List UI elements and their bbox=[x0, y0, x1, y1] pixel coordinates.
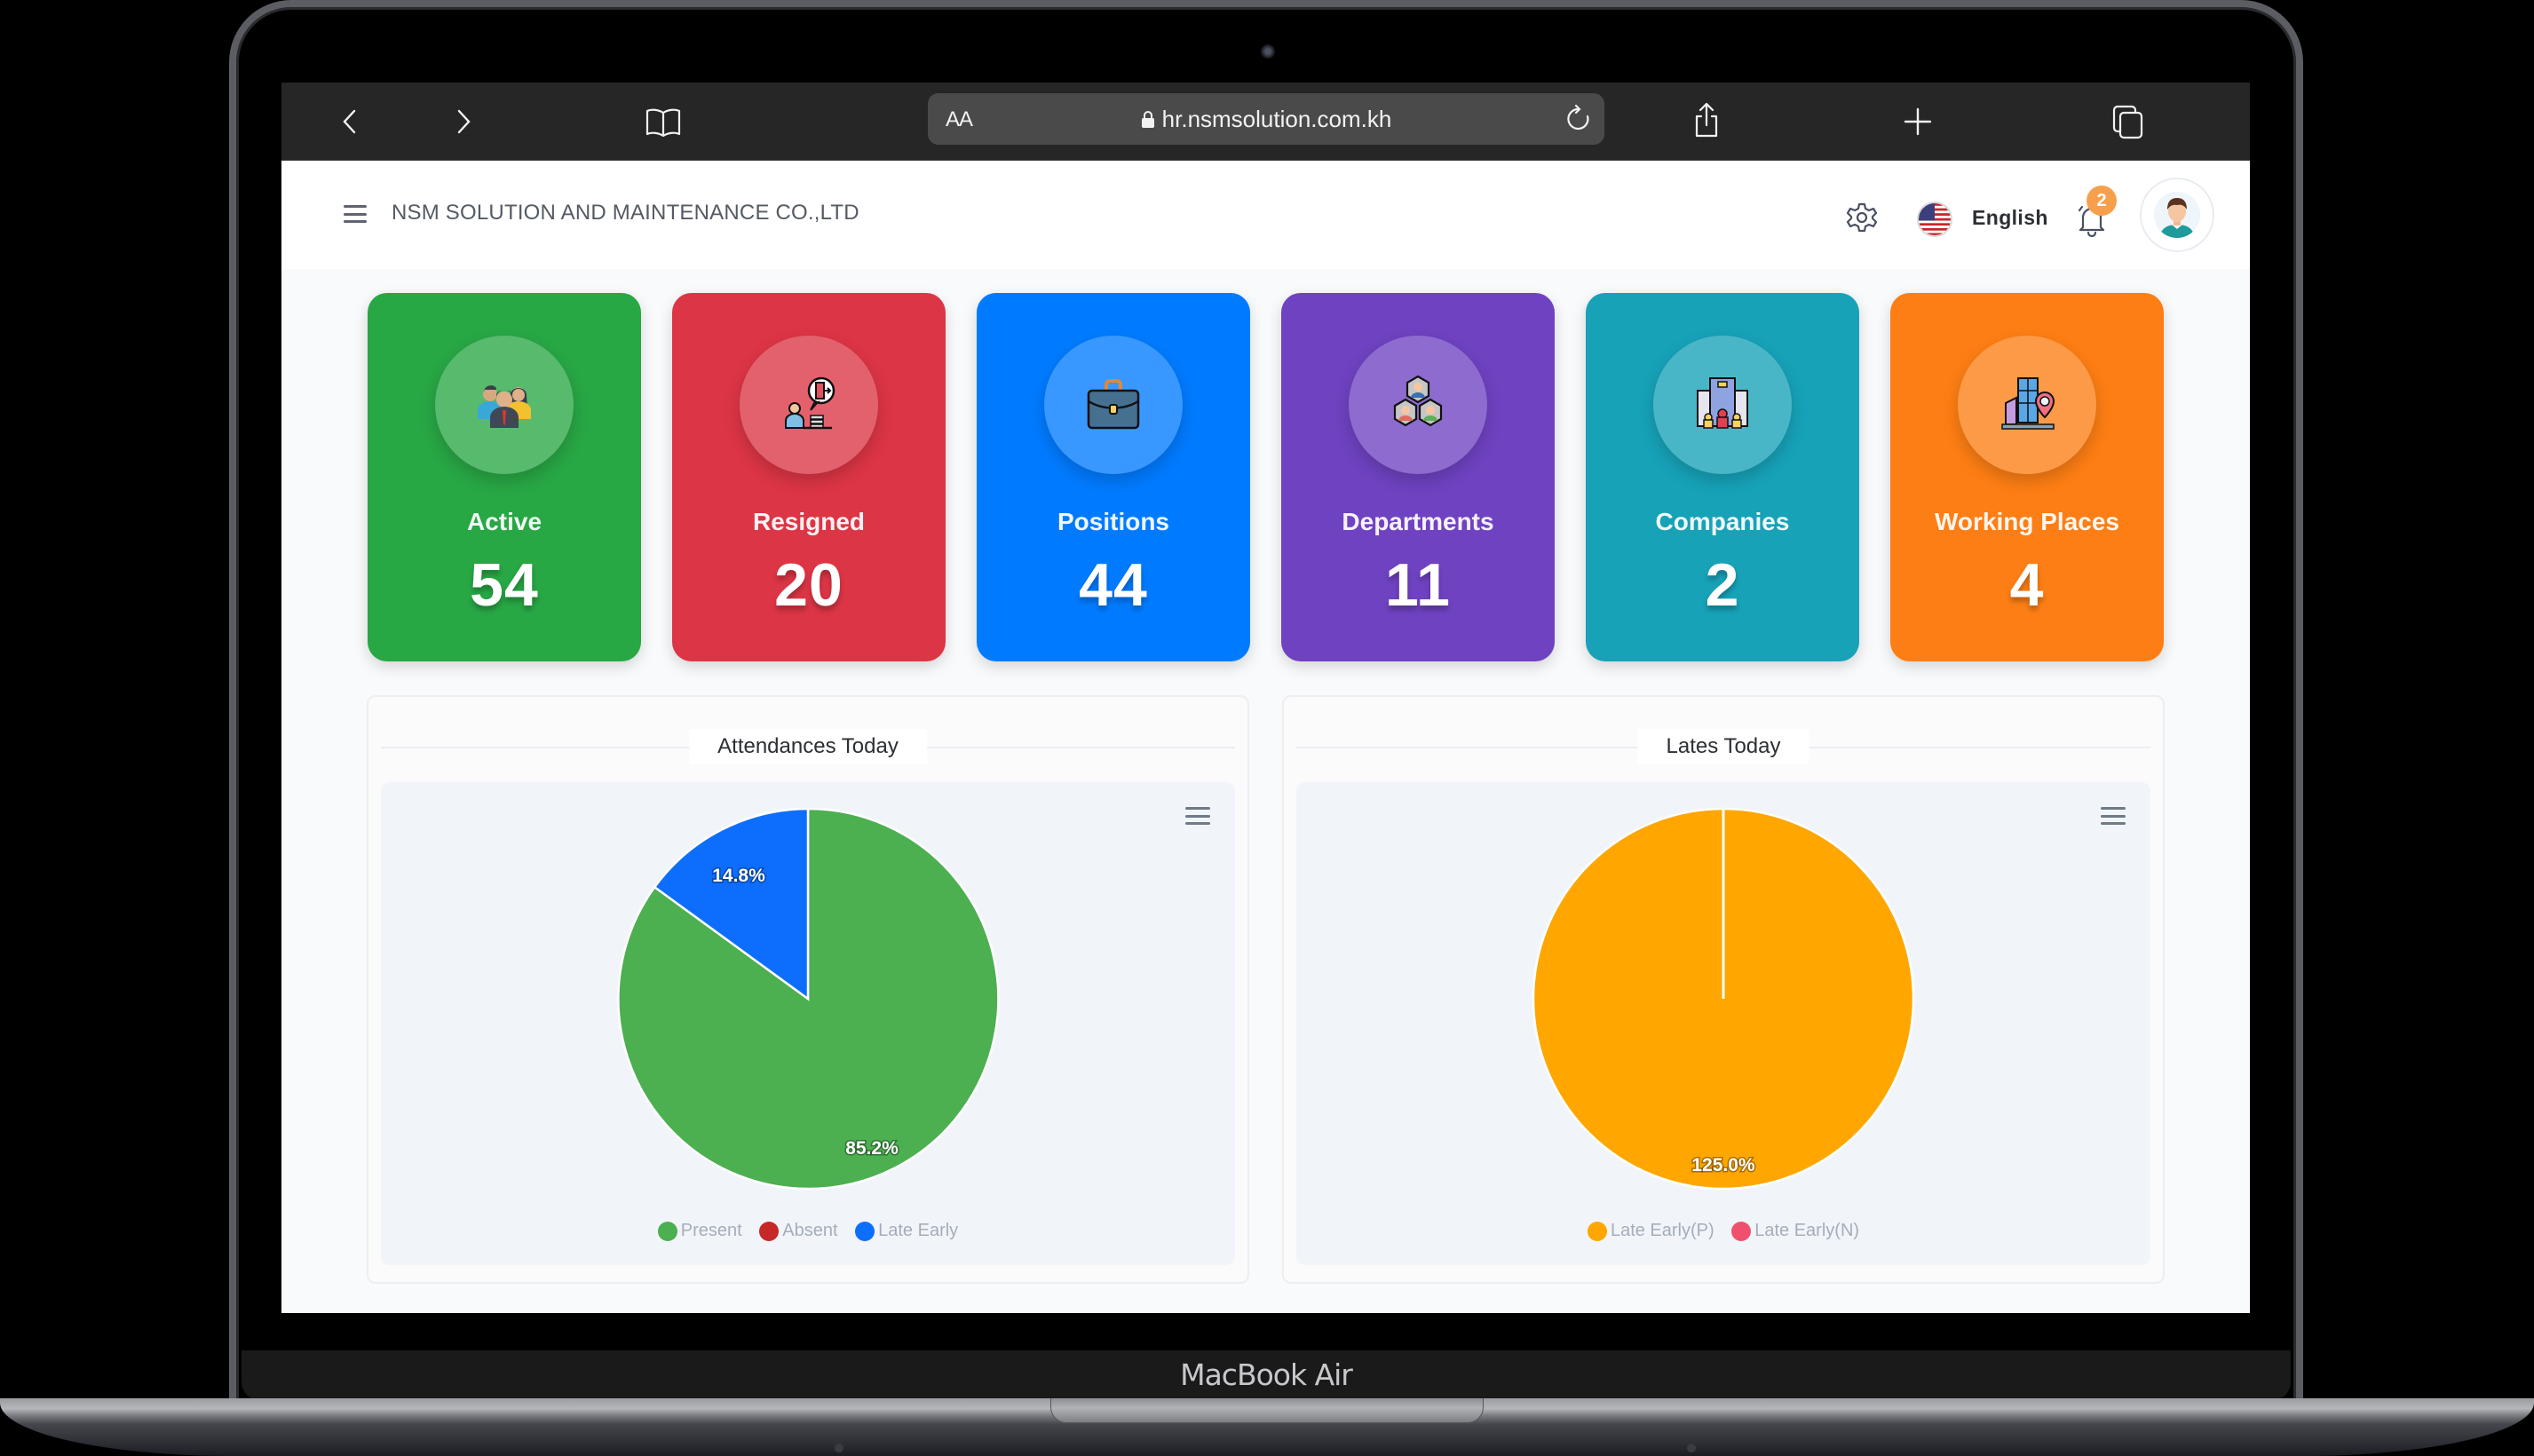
language-selector[interactable]: English bbox=[1972, 206, 2048, 229]
reader-options-button[interactable]: AA bbox=[946, 107, 973, 131]
pie-slice-late-early[interactable] bbox=[653, 807, 810, 1001]
pie-label-present: 85.2% bbox=[845, 1138, 899, 1159]
laptop-foot bbox=[1687, 1444, 1696, 1452]
stat-value: 4 bbox=[2009, 551, 2045, 619]
location-building-icon bbox=[2001, 377, 2055, 430]
stat-label: Departments bbox=[1342, 508, 1494, 535]
tabs-icon[interactable] bbox=[2110, 104, 2146, 139]
stat-card-companies[interactable]: Companies 2 bbox=[1586, 293, 1859, 661]
stat-card-departments[interactable]: Departments 11 bbox=[1281, 293, 1555, 661]
laptop-chin: MacBook Air bbox=[242, 1350, 2291, 1400]
laptop-hinge-notch bbox=[1050, 1398, 1484, 1423]
stat-label: Active bbox=[466, 508, 542, 535]
lates-pie: 125.0% bbox=[1532, 807, 1915, 1191]
lock-icon bbox=[1141, 111, 1154, 128]
legend-dot bbox=[855, 1221, 875, 1241]
menu-icon[interactable] bbox=[344, 205, 367, 223]
legend-item-absent[interactable]: Absent bbox=[759, 1221, 838, 1241]
legend-label: Absent bbox=[782, 1221, 838, 1240]
stat-label: Resigned bbox=[752, 508, 866, 535]
screen: AA hr.nsmsolution.com.kh NSM SOLUTION bbox=[281, 83, 2250, 1313]
legend-label: Late Early bbox=[878, 1221, 959, 1240]
legend-item-late-early-p[interactable]: Late Early(P) bbox=[1587, 1221, 1714, 1241]
camera-icon bbox=[1261, 44, 1275, 59]
user-avatar-icon bbox=[2154, 192, 2200, 238]
department-icon bbox=[1393, 375, 1443, 427]
stat-icon-circle bbox=[1653, 336, 1792, 474]
lates-chart-card: Lates Today 125.0% Late Early(P) Late Ea… bbox=[1282, 695, 2165, 1284]
reload-icon[interactable] bbox=[1564, 104, 1594, 134]
chart-menu-icon[interactable] bbox=[1185, 807, 1210, 825]
attendance-pie-chart: 85.2% 14.8% Present Absent Late Early bbox=[381, 782, 1235, 1265]
stat-icon-circle bbox=[1044, 336, 1183, 474]
stat-value: 11 bbox=[1385, 551, 1451, 619]
back-icon[interactable] bbox=[335, 106, 367, 138]
gear-icon[interactable] bbox=[1846, 202, 1878, 233]
legend-label: Late Early(N) bbox=[1754, 1221, 1860, 1240]
avatar[interactable] bbox=[2140, 178, 2214, 252]
legend-item-late-early-n[interactable]: Late Early(N) bbox=[1731, 1221, 1859, 1241]
dashboard-content: Active 54 bbox=[281, 269, 2250, 1313]
app-header: NSM SOLUTION AND MAINTENANCE CO.,LTD Eng… bbox=[281, 161, 2250, 269]
chart-title: Attendances Today bbox=[689, 729, 927, 764]
stat-card-working-places[interactable]: Working Places 4 bbox=[1890, 293, 2164, 661]
share-icon[interactable] bbox=[1689, 100, 1724, 139]
us-flag-icon[interactable] bbox=[1917, 202, 1952, 237]
chart-title: Lates Today bbox=[1637, 729, 1809, 764]
forward-icon[interactable] bbox=[447, 106, 479, 138]
company-icon bbox=[1697, 377, 1748, 429]
url-display: hr.nsmsolution.com.kh bbox=[928, 106, 1604, 133]
stat-card-positions[interactable]: Positions 44 bbox=[977, 293, 1250, 661]
stat-value: 2 bbox=[1705, 551, 1740, 619]
stat-label: Companies bbox=[1655, 508, 1790, 535]
stat-icon-circle bbox=[1349, 336, 1487, 474]
stat-card-active[interactable]: Active 54 bbox=[368, 293, 641, 661]
stat-card-resigned[interactable]: Resigned 20 bbox=[672, 293, 946, 661]
stat-icon-circle bbox=[740, 336, 878, 474]
resign-icon bbox=[785, 376, 835, 430]
legend-dot bbox=[1587, 1221, 1607, 1241]
stat-value: 54 bbox=[470, 551, 539, 619]
laptop-foot bbox=[835, 1444, 843, 1452]
bookmarks-icon[interactable] bbox=[644, 106, 683, 138]
stat-icon-circle bbox=[435, 336, 574, 474]
stat-value: 44 bbox=[1079, 551, 1148, 619]
legend-dot bbox=[657, 1221, 677, 1241]
legend-dot bbox=[759, 1221, 780, 1241]
attendance-pie: 85.2% 14.8% bbox=[617, 807, 1000, 1191]
lates-pie-chart: 125.0% Late Early(P) Late Early(N) bbox=[1296, 782, 2150, 1265]
stat-label: Working Places bbox=[1934, 508, 2119, 535]
notification-badge: 2 bbox=[2087, 186, 2117, 216]
chart-legend: Late Early(P) Late Early(N) bbox=[1296, 1221, 2150, 1246]
legend-item-present[interactable]: Present bbox=[657, 1221, 742, 1241]
people-icon bbox=[478, 385, 531, 428]
legend-dot bbox=[1731, 1221, 1752, 1241]
company-name: NSM SOLUTION AND MAINTENANCE CO.,LTD bbox=[392, 201, 859, 225]
briefcase-icon bbox=[1087, 379, 1140, 430]
stat-label: Positions bbox=[1057, 508, 1169, 535]
stat-icon-circle bbox=[1958, 336, 2096, 474]
legend-label: Present bbox=[680, 1221, 742, 1240]
new-tab-icon[interactable] bbox=[1902, 106, 1934, 138]
pie-label-late-early-p: 125.0% bbox=[1691, 1155, 1755, 1175]
stat-value: 20 bbox=[774, 551, 843, 619]
chart-menu-icon[interactable] bbox=[2101, 807, 2126, 825]
address-bar[interactable]: AA hr.nsmsolution.com.kh bbox=[928, 93, 1604, 145]
attendance-chart-card: Attendances Today 85.2% 14.8% Present Ab… bbox=[367, 695, 1249, 1284]
browser-toolbar: AA hr.nsmsolution.com.kh bbox=[281, 83, 2250, 161]
url-text: hr.nsmsolution.com.kh bbox=[1161, 106, 1392, 132]
legend-label: Late Early(P) bbox=[1610, 1221, 1714, 1240]
legend-item-late-early[interactable]: Late Early bbox=[855, 1221, 958, 1241]
chart-legend: Present Absent Late Early bbox=[381, 1221, 1235, 1246]
device-label: MacBook Air bbox=[1180, 1357, 1353, 1392]
pie-label-late-early: 14.8% bbox=[712, 866, 765, 886]
